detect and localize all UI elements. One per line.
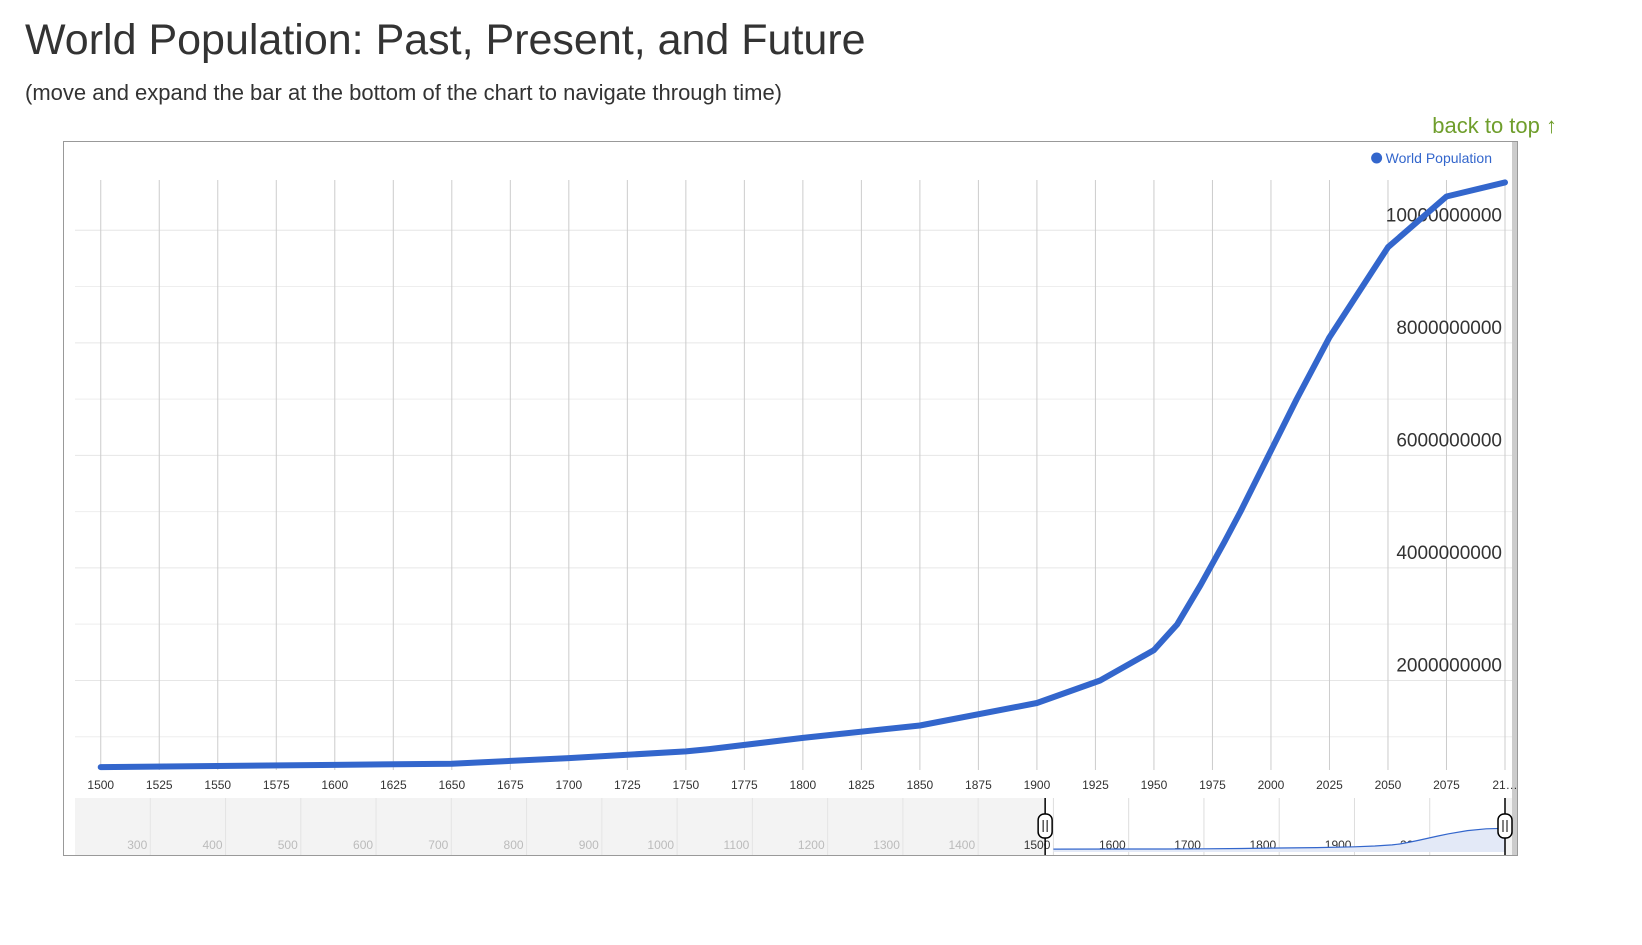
y-tick-label: 6000000000 xyxy=(1396,430,1502,451)
x-tick-label: 1575 xyxy=(263,778,290,792)
navigator-handle-grip xyxy=(1042,820,1048,832)
data-line xyxy=(97,179,1508,771)
page-subtitle: (move and expand the bar at the bottom o… xyxy=(25,80,782,105)
x-tick-label: 1950 xyxy=(1141,778,1168,792)
chart-frame xyxy=(63,141,1518,856)
x-tick-label: 1600 xyxy=(321,778,348,792)
navigator-tick-label: 500 xyxy=(278,838,298,852)
y-tick-label: 2000000000 xyxy=(1396,655,1502,676)
navigator-tick-label: 1300 xyxy=(873,838,900,852)
x-tick-label: 1750 xyxy=(672,778,699,792)
frame-edge xyxy=(1512,142,1517,855)
navigator-tick-label: 400 xyxy=(202,838,222,852)
x-tick-label: 2025 xyxy=(1316,778,1343,792)
back-to-top-link[interactable]: back to top ↑ xyxy=(1432,113,1557,138)
y-tick-label: 4000000000 xyxy=(1396,543,1502,564)
x-tick-label: 1925 xyxy=(1082,778,1109,792)
x-tick-label: 1875 xyxy=(965,778,992,792)
x-tick-label: 1900 xyxy=(1024,778,1051,792)
navigator-handle[interactable] xyxy=(1497,813,1513,839)
y-tick-label: 10000000000 xyxy=(1386,205,1502,226)
x-tick-label: 1975 xyxy=(1199,778,1226,792)
navigator-tick-label: 800 xyxy=(504,838,524,852)
navigator-tick-label: 900 xyxy=(579,838,599,852)
navigator-tick-label: 600 xyxy=(353,838,373,852)
x-tick-label: 1525 xyxy=(146,778,173,792)
x-tick-label: 1625 xyxy=(380,778,407,792)
x-tick-label: 1700 xyxy=(555,778,582,792)
navigator-tick-label: 300 xyxy=(127,838,147,852)
navigator-tick-label: 1100 xyxy=(724,838,750,852)
navigator-tick-label: 1400 xyxy=(948,838,975,852)
navigator-tick-label: 700 xyxy=(428,838,448,852)
navigator-tick-label: 1500 xyxy=(1024,838,1051,852)
y-tick-label: 8000000000 xyxy=(1396,318,1502,339)
x-tick-label: 1850 xyxy=(907,778,934,792)
navigator-handle-grip xyxy=(1502,820,1508,832)
navigator-handle[interactable] xyxy=(1037,813,1053,839)
x-tick-label: 1825 xyxy=(848,778,875,792)
x-tick-label: 1550 xyxy=(204,778,231,792)
navigator-area xyxy=(1053,828,1505,852)
x-tick-label: 21… xyxy=(1492,778,1517,792)
legend-label: World Population xyxy=(1386,150,1492,166)
x-tick-label: 1800 xyxy=(790,778,817,792)
page-title: World Population: Past, Present, and Fut… xyxy=(25,16,866,64)
x-tick-label: 2075 xyxy=(1433,778,1460,792)
legend-marker xyxy=(1371,152,1383,164)
navigator-tick-label: 1200 xyxy=(798,838,825,852)
navigator-tick-label: 1000 xyxy=(647,838,674,852)
x-tick-label: 2050 xyxy=(1375,778,1402,792)
x-tick-label: 1725 xyxy=(614,778,641,792)
x-tick-label: 1500 xyxy=(87,778,114,792)
x-tick-label: 1650 xyxy=(438,778,465,792)
x-tick-label: 2000 xyxy=(1258,778,1285,792)
navigator-line xyxy=(1053,827,1506,850)
x-tick-label: 1675 xyxy=(497,778,524,792)
x-tick-label: 1775 xyxy=(731,778,758,792)
